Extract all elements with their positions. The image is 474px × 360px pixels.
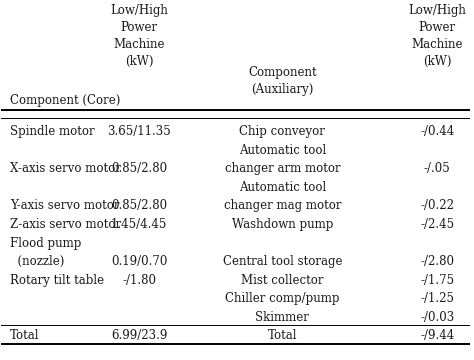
Text: Component (Core): Component (Core) [10, 94, 120, 107]
Text: Chip conveyor: Chip conveyor [239, 125, 325, 138]
Text: Spindle motor: Spindle motor [10, 125, 95, 138]
Text: -/1.80: -/1.80 [122, 274, 156, 287]
Text: Low/High
Power
Machine
(kW): Low/High Power Machine (kW) [110, 4, 168, 68]
Text: Y-axis servo motor: Y-axis servo motor [10, 199, 119, 212]
Text: -/0.03: -/0.03 [420, 311, 455, 324]
Text: 0.19/0.70: 0.19/0.70 [111, 255, 167, 268]
Text: Total: Total [10, 329, 40, 342]
Text: -/2.80: -/2.80 [420, 255, 454, 268]
Text: Washdown pump: Washdown pump [232, 218, 333, 231]
Text: -/1.75: -/1.75 [420, 274, 454, 287]
Text: 1.45/4.45: 1.45/4.45 [111, 218, 167, 231]
Text: 0.85/2.80: 0.85/2.80 [111, 199, 167, 212]
Text: Z-axis servo motor: Z-axis servo motor [10, 218, 121, 231]
Text: -/0.22: -/0.22 [420, 199, 454, 212]
Text: (nozzle): (nozzle) [10, 255, 64, 268]
Text: 6.99/23.9: 6.99/23.9 [111, 329, 167, 342]
Text: Flood pump: Flood pump [10, 237, 82, 249]
Text: Component
(Auxiliary): Component (Auxiliary) [248, 66, 317, 96]
Text: -/9.44: -/9.44 [420, 329, 455, 342]
Text: changer arm motor: changer arm motor [225, 162, 340, 175]
Text: Mist collector: Mist collector [241, 274, 324, 287]
Text: Rotary tilt table: Rotary tilt table [10, 274, 104, 287]
Text: -/0.44: -/0.44 [420, 125, 455, 138]
Text: -/.05: -/.05 [424, 162, 451, 175]
Text: changer mag motor: changer mag motor [224, 199, 341, 212]
Text: X-axis servo motor: X-axis servo motor [10, 162, 121, 175]
Text: Low/High
Power
Machine
(kW): Low/High Power Machine (kW) [408, 4, 466, 68]
Text: Chiller comp/pump: Chiller comp/pump [225, 292, 339, 305]
Text: 3.65/11.35: 3.65/11.35 [107, 125, 171, 138]
Text: 0.85/2.80: 0.85/2.80 [111, 162, 167, 175]
Text: -/2.45: -/2.45 [420, 218, 454, 231]
Text: Total: Total [268, 329, 297, 342]
Text: Skimmer: Skimmer [255, 311, 309, 324]
Text: Automatic tool: Automatic tool [239, 181, 326, 194]
Text: -/1.25: -/1.25 [420, 292, 454, 305]
Text: Automatic tool: Automatic tool [239, 144, 326, 157]
Text: Central tool storage: Central tool storage [223, 255, 342, 268]
